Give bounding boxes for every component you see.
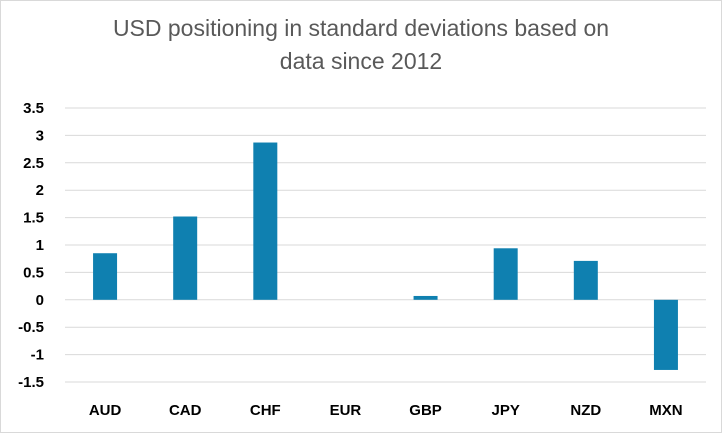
chart-title-line-1: USD positioning in standard deviations b… (112, 15, 610, 41)
bar-gbp (413, 295, 438, 300)
y-tick-label: 2.5 (23, 155, 44, 172)
y-tick-label: 1 (36, 237, 44, 254)
y-tick-label: 1.5 (23, 210, 44, 227)
y-tick-label: 2 (36, 182, 44, 199)
bar-mxn (653, 299, 678, 370)
y-tick-label: 3.5 (23, 100, 44, 117)
x-tick-label-chf: CHF (250, 402, 281, 419)
bar-nzd (573, 260, 598, 300)
y-tick-label: 0.5 (23, 264, 44, 281)
x-tick-label-aud: AUD (89, 402, 122, 419)
y-tick-label: 3 (36, 127, 44, 144)
chart-title: USD positioning in standard deviations b… (0, 12, 722, 78)
bar-jpy (493, 248, 518, 300)
x-tick-label-nzd: NZD (570, 402, 601, 419)
x-tick-label-mxn: MXN (649, 402, 682, 419)
y-tick-label: -0.5 (18, 319, 44, 336)
x-tick-label-eur: EUR (330, 402, 362, 419)
bar-aud (93, 253, 118, 300)
x-tick-label-jpy: JPY (492, 402, 520, 419)
chart-title-line-2: data since 2012 (279, 48, 443, 74)
x-tick-label-gbp: GBP (409, 402, 442, 419)
y-tick-label: -1 (31, 347, 44, 364)
bar-cad (173, 216, 198, 300)
y-tick-label: 0 (36, 292, 44, 309)
bar-chf (253, 142, 278, 300)
y-tick-label: -1.5 (18, 374, 44, 391)
x-tick-label-cad: CAD (169, 402, 202, 419)
